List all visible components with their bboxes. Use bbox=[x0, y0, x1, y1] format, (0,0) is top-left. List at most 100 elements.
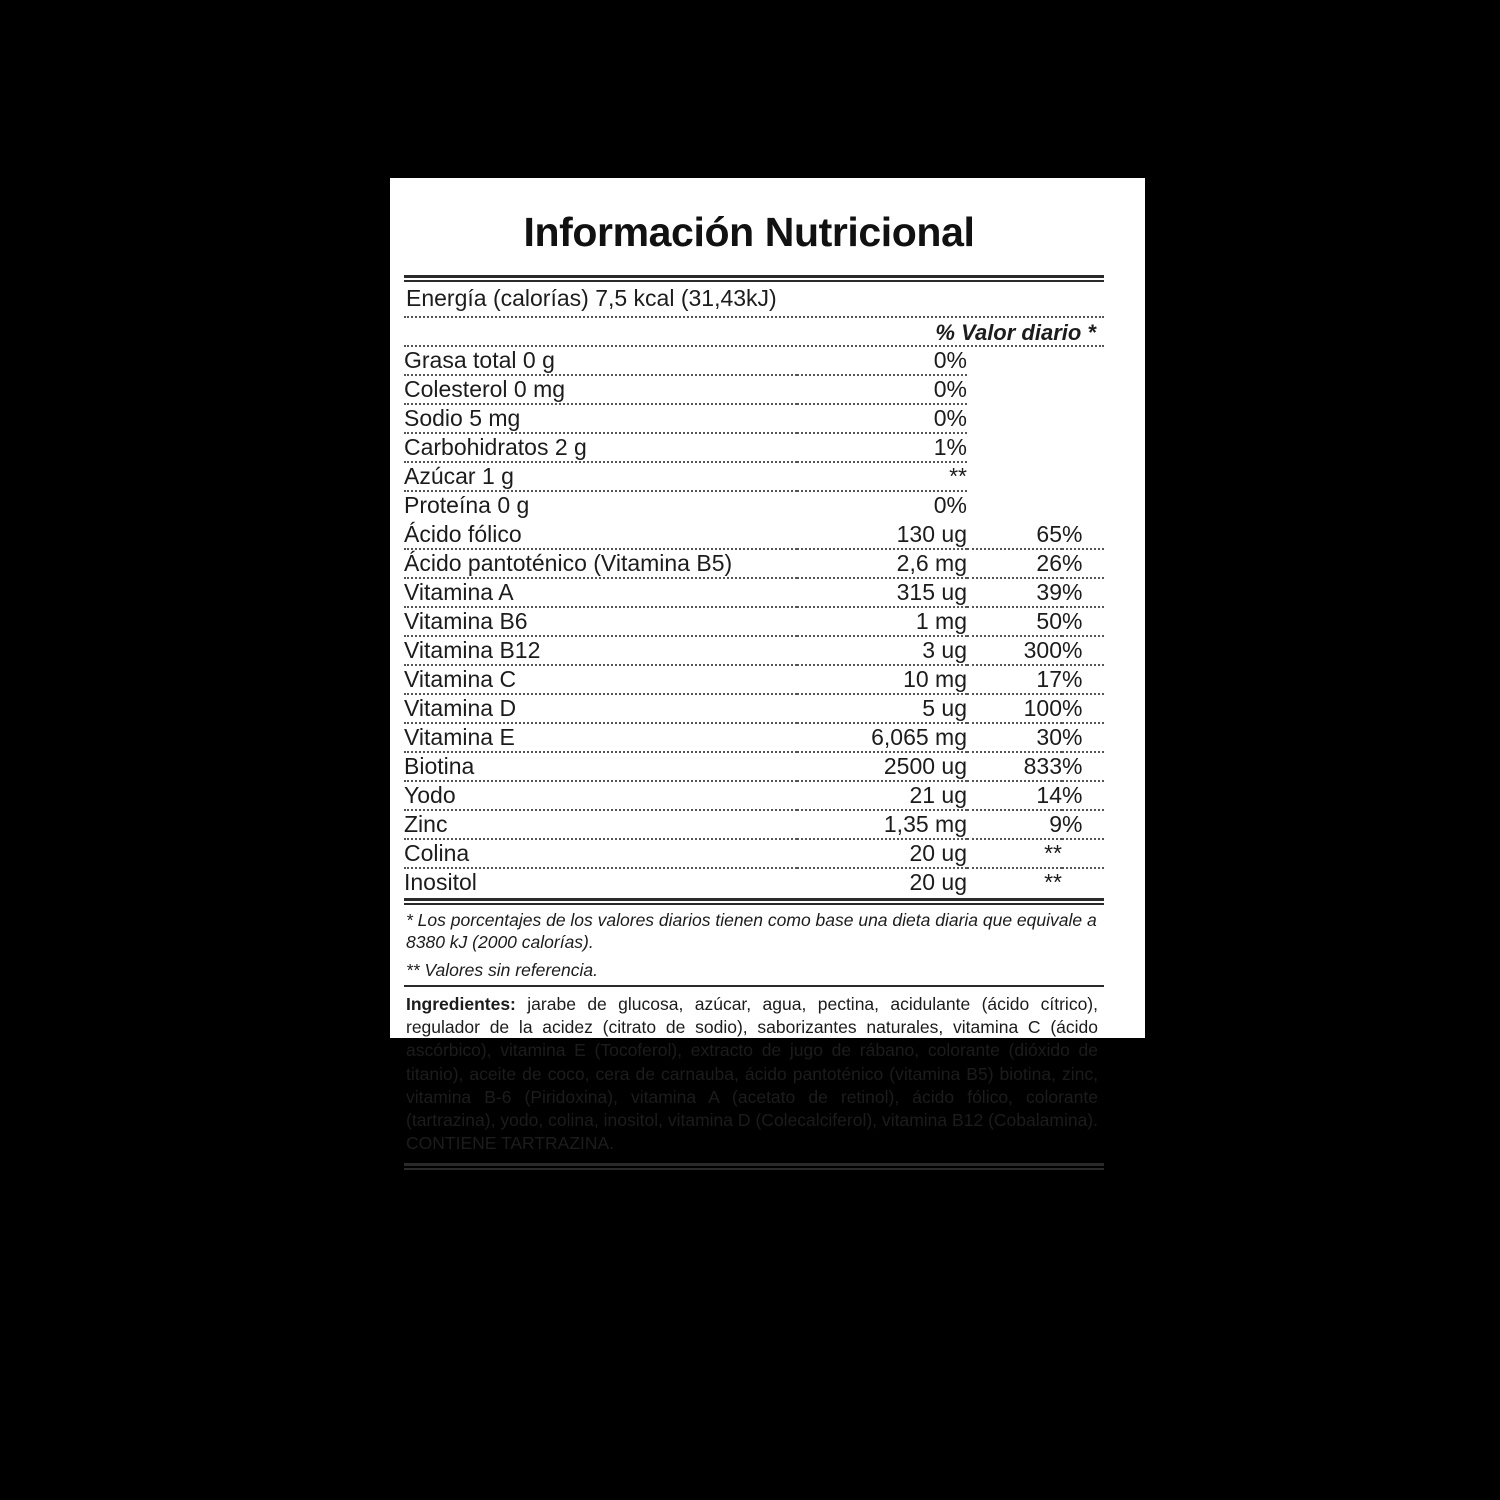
table-row: Carbohidratos 2 g 1% bbox=[404, 433, 1104, 464]
nutrition-facts-panel: Información Nutricional Energía (caloría… bbox=[390, 178, 1145, 1170]
nutrient-daily-value-unit: % bbox=[1062, 810, 1104, 841]
table-row: Colesterol 0 mg 0% bbox=[404, 375, 1104, 406]
daily-value-header: % Valor diario * bbox=[935, 320, 1096, 346]
nutrient-name: Yodo bbox=[404, 781, 797, 812]
nutrient-name: Zinc bbox=[404, 810, 797, 841]
nutrient-amount: 1,35 mg bbox=[797, 810, 967, 841]
nutrient-daily-value: 65 bbox=[967, 520, 1062, 551]
nutrient-name: Azúcar 1 g bbox=[404, 462, 797, 493]
nutrient-name: Colina bbox=[404, 839, 797, 870]
nutrient-daily-value: ** bbox=[797, 462, 967, 493]
nutrient-daily-value-unit: % bbox=[1062, 520, 1104, 551]
table-row: Vitamina A 315 ug 39 % bbox=[404, 578, 1104, 609]
nutrient-daily-value: 14 bbox=[967, 781, 1062, 812]
nutrient-daily-value-unit bbox=[1062, 839, 1104, 870]
table-row: Proteína 0 g 0% bbox=[404, 491, 1104, 520]
table-row: Inositol 20 ug ** bbox=[404, 868, 1104, 897]
table-row: Zinc 1,35 mg 9 % bbox=[404, 810, 1104, 841]
nutrient-name: Vitamina B12 bbox=[404, 636, 797, 667]
table-row: Ácido fólico 130 ug 65 % bbox=[404, 520, 1104, 551]
nutrient-amount: 10 mg bbox=[797, 665, 967, 696]
nutrient-amount: 315 ug bbox=[797, 578, 967, 609]
ingredients-top-divider bbox=[404, 984, 1104, 987]
nutrient-daily-value-unit bbox=[1062, 868, 1104, 897]
table-row: Vitamina D 5 ug 100 % bbox=[404, 694, 1104, 725]
nutrient-daily-value-unit: % bbox=[1062, 607, 1104, 638]
nutrient-name: Grasa total 0 g bbox=[404, 347, 797, 377]
nutrient-daily-value-unit: % bbox=[1062, 694, 1104, 725]
footnote-no-reference: ** Valores sin referencia. bbox=[406, 959, 598, 980]
nutrient-daily-value-unit: % bbox=[1062, 752, 1104, 783]
ingredients-label: Ingredientes: bbox=[406, 993, 516, 1014]
nutrient-daily-value: 1% bbox=[797, 433, 967, 464]
nutrient-daily-value: 0% bbox=[797, 404, 967, 435]
nutrient-daily-value: 26 bbox=[967, 549, 1062, 580]
nutrient-daily-value-unit: % bbox=[1062, 781, 1104, 812]
ingredients-text: jarabe de glucosa, azúcar, agua, pectina… bbox=[406, 993, 1098, 1154]
table-row: Ácido pantoténico (Vitamina B5) 2,6 mg 2… bbox=[404, 549, 1104, 580]
table-row: Vitamina B6 1 mg 50 % bbox=[404, 607, 1104, 638]
nutrient-amount: 130 ug bbox=[797, 520, 967, 551]
table-row: Grasa total 0 g 0% bbox=[404, 347, 1104, 377]
nutrient-amount: 1 mg bbox=[797, 607, 967, 638]
nutrient-table-body: Grasa total 0 g 0% Colesterol 0 mg 0% So… bbox=[404, 347, 1104, 897]
nutrient-name: Carbohidratos 2 g bbox=[404, 433, 797, 464]
page-title: Información Nutricional bbox=[523, 209, 975, 255]
nutrient-daily-value-unit: % bbox=[1062, 723, 1104, 754]
nutrient-daily-value: ** bbox=[967, 839, 1062, 870]
table-row: Biotina 2500 ug 833 % bbox=[404, 752, 1104, 783]
nutrient-daily-value: 100 bbox=[967, 694, 1062, 725]
nutrient-name: Ácido pantoténico (Vitamina B5) bbox=[404, 549, 797, 580]
dv-header-dotted-divider bbox=[404, 345, 1104, 348]
nutrient-table: Grasa total 0 g 0% Colesterol 0 mg 0% So… bbox=[404, 347, 1104, 898]
title-spacer bbox=[404, 255, 1104, 275]
nutrient-daily-value: 9 bbox=[967, 810, 1062, 841]
nutrient-amount: 2500 ug bbox=[797, 752, 967, 783]
table-row: Yodo 21 ug 14 % bbox=[404, 781, 1104, 812]
nutrient-amount: 5 ug bbox=[797, 694, 967, 725]
table-row: Colina 20 ug ** bbox=[404, 839, 1104, 870]
nutrient-amount: 3 ug bbox=[797, 636, 967, 667]
nutrient-name: Biotina bbox=[404, 752, 797, 783]
nutrient-name: Vitamina B6 bbox=[404, 607, 797, 638]
nutrient-name: Sodio 5 mg bbox=[404, 404, 797, 435]
table-row: Vitamina C 10 mg 17 % bbox=[404, 665, 1104, 696]
energy-dotted-divider bbox=[404, 316, 1104, 319]
nutrient-daily-value: 833 bbox=[967, 752, 1062, 783]
footnote-daily-value: * Los porcentajes de los valores diarios… bbox=[406, 910, 1097, 953]
ingredients-paragraph: Ingredientes: jarabe de glucosa, azúcar,… bbox=[404, 987, 1102, 1163]
energy-row: Energía (calorías) 7,5 kcal (31,43kJ) bbox=[406, 285, 777, 312]
nutrient-name: Vitamina D bbox=[404, 694, 797, 725]
nutrient-name: Inositol bbox=[404, 869, 477, 896]
nutrient-name: Vitamina A bbox=[404, 578, 797, 609]
nutrient-name: Colesterol 0 mg bbox=[404, 375, 797, 406]
top-divider bbox=[404, 275, 1104, 283]
nutrient-daily-value-unit: % bbox=[1062, 578, 1104, 609]
nutrient-daily-value: 300 bbox=[967, 636, 1062, 667]
table-row: Vitamina E 6,065 mg 30 % bbox=[404, 723, 1104, 754]
nutrient-name: Vitamina E bbox=[404, 723, 797, 754]
nutrient-daily-value: 39 bbox=[967, 578, 1062, 609]
table-row: Azúcar 1 g ** bbox=[404, 462, 1104, 493]
nutrient-daily-value: 0% bbox=[933, 492, 967, 519]
nutrient-amount: 20 ug bbox=[797, 839, 967, 870]
footnote-top-divider bbox=[404, 898, 1104, 906]
nutrient-daily-value: 30 bbox=[967, 723, 1062, 754]
table-row: Sodio 5 mg 0% bbox=[404, 404, 1104, 435]
nutrient-daily-value: 0% bbox=[797, 375, 967, 406]
nutrient-daily-value-unit: % bbox=[1062, 549, 1104, 580]
nutrient-amount: 20 ug bbox=[909, 869, 967, 896]
nutrient-daily-value: 17 bbox=[967, 665, 1062, 696]
nutrient-amount: 6,065 mg bbox=[797, 723, 967, 754]
nutrient-name: Proteína 0 g bbox=[404, 492, 530, 519]
nutrient-daily-value: 50 bbox=[967, 607, 1062, 638]
nutrient-name: Vitamina C bbox=[404, 665, 797, 696]
nutrient-daily-value-unit: % bbox=[1062, 636, 1104, 667]
nutrient-daily-value: 0% bbox=[797, 347, 967, 377]
nutrient-amount: 2,6 mg bbox=[797, 549, 967, 580]
table-row: Vitamina B12 3 ug 300 % bbox=[404, 636, 1104, 667]
bottom-divider bbox=[404, 1162, 1104, 1170]
nutrient-daily-value-unit: % bbox=[1062, 665, 1104, 696]
nutrient-daily-value: ** bbox=[1044, 869, 1062, 896]
nutrient-name: Ácido fólico bbox=[404, 520, 797, 551]
